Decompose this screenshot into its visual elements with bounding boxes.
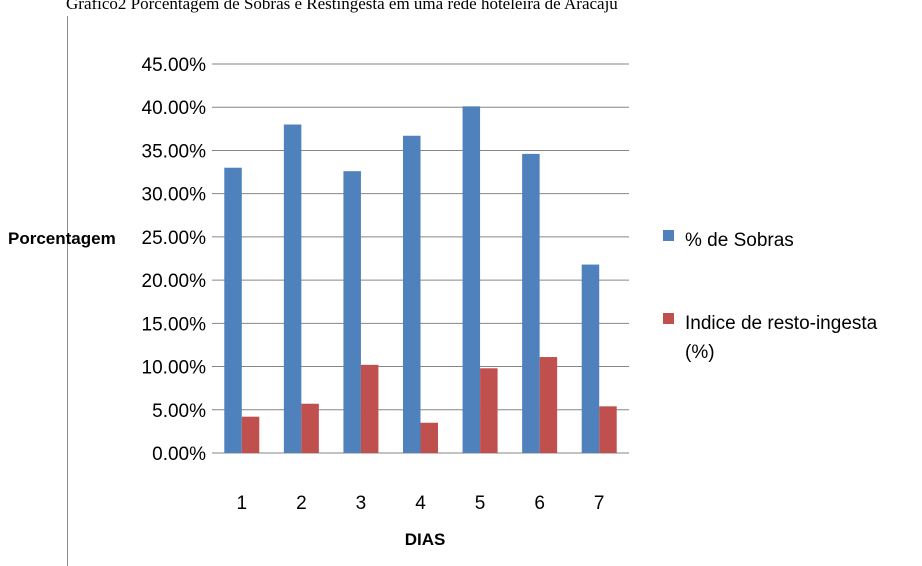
legend: % de Sobras Indice de resto-ingesta (%): [663, 230, 878, 363]
y-tick-label: 0.00%: [152, 444, 206, 465]
x-tick-label: 3: [356, 493, 367, 514]
x-tick-label: 4: [415, 493, 426, 514]
bar-series-1: [343, 171, 361, 454]
y-tick-label: 40.00%: [142, 98, 207, 119]
x-tick-label: 1: [236, 493, 247, 514]
y-tick-label: 25.00%: [142, 228, 207, 249]
y-tick-label: 10.00%: [142, 358, 207, 379]
x-axis-title: DIAS: [405, 530, 446, 549]
bar-series-1: [462, 106, 481, 453]
chart-frame-edge: [67, 16, 68, 566]
y-tick-label: 20.00%: [142, 271, 207, 292]
y-tick-labels: 0.00% 5.00% 10.00% 15.00% 20.00% 25.00% 30.00%…: [142, 55, 207, 465]
x-tick-label: 5: [475, 493, 486, 514]
bar-series-2: [539, 357, 558, 453]
bar-series-1: [224, 167, 242, 453]
y-tick-label: 30.00%: [142, 185, 207, 206]
y-axis-title: Porcentagem: [8, 229, 116, 248]
x-tick-labels: 1 2 3 4 5 6 7: [236, 493, 604, 514]
bar-series-2: [480, 368, 498, 453]
y-tick-label: 5.00%: [152, 401, 206, 422]
legend-label: Indice de resto-ingesta: [685, 313, 878, 334]
bar-series-2: [241, 416, 260, 453]
legend-swatch: [663, 230, 674, 241]
y-tick-label: 45.00%: [142, 55, 207, 76]
bar-series-2: [360, 364, 379, 453]
bar-series-2: [301, 403, 319, 453]
y-tick-label: 15.00%: [142, 314, 207, 335]
y-tick-label: 35.00%: [142, 141, 207, 162]
legend-label: (%): [685, 342, 715, 363]
x-tick-label: 7: [594, 493, 605, 514]
legend-label: % de Sobras: [685, 230, 794, 251]
bar-series-2: [420, 422, 438, 453]
bar-series-1: [403, 135, 421, 453]
bar-series-2: [599, 406, 617, 453]
chart-title: Gráfico2 Porcentagem de Sobras e Resting…: [66, 0, 618, 13]
legend-swatch: [663, 313, 674, 324]
bar-series-1: [283, 124, 302, 453]
bar-series-1: [522, 153, 540, 453]
x-tick-label: 2: [296, 493, 307, 514]
x-tick-label: 6: [534, 493, 545, 514]
bar-series-1: [581, 264, 600, 453]
bars: [224, 106, 617, 454]
